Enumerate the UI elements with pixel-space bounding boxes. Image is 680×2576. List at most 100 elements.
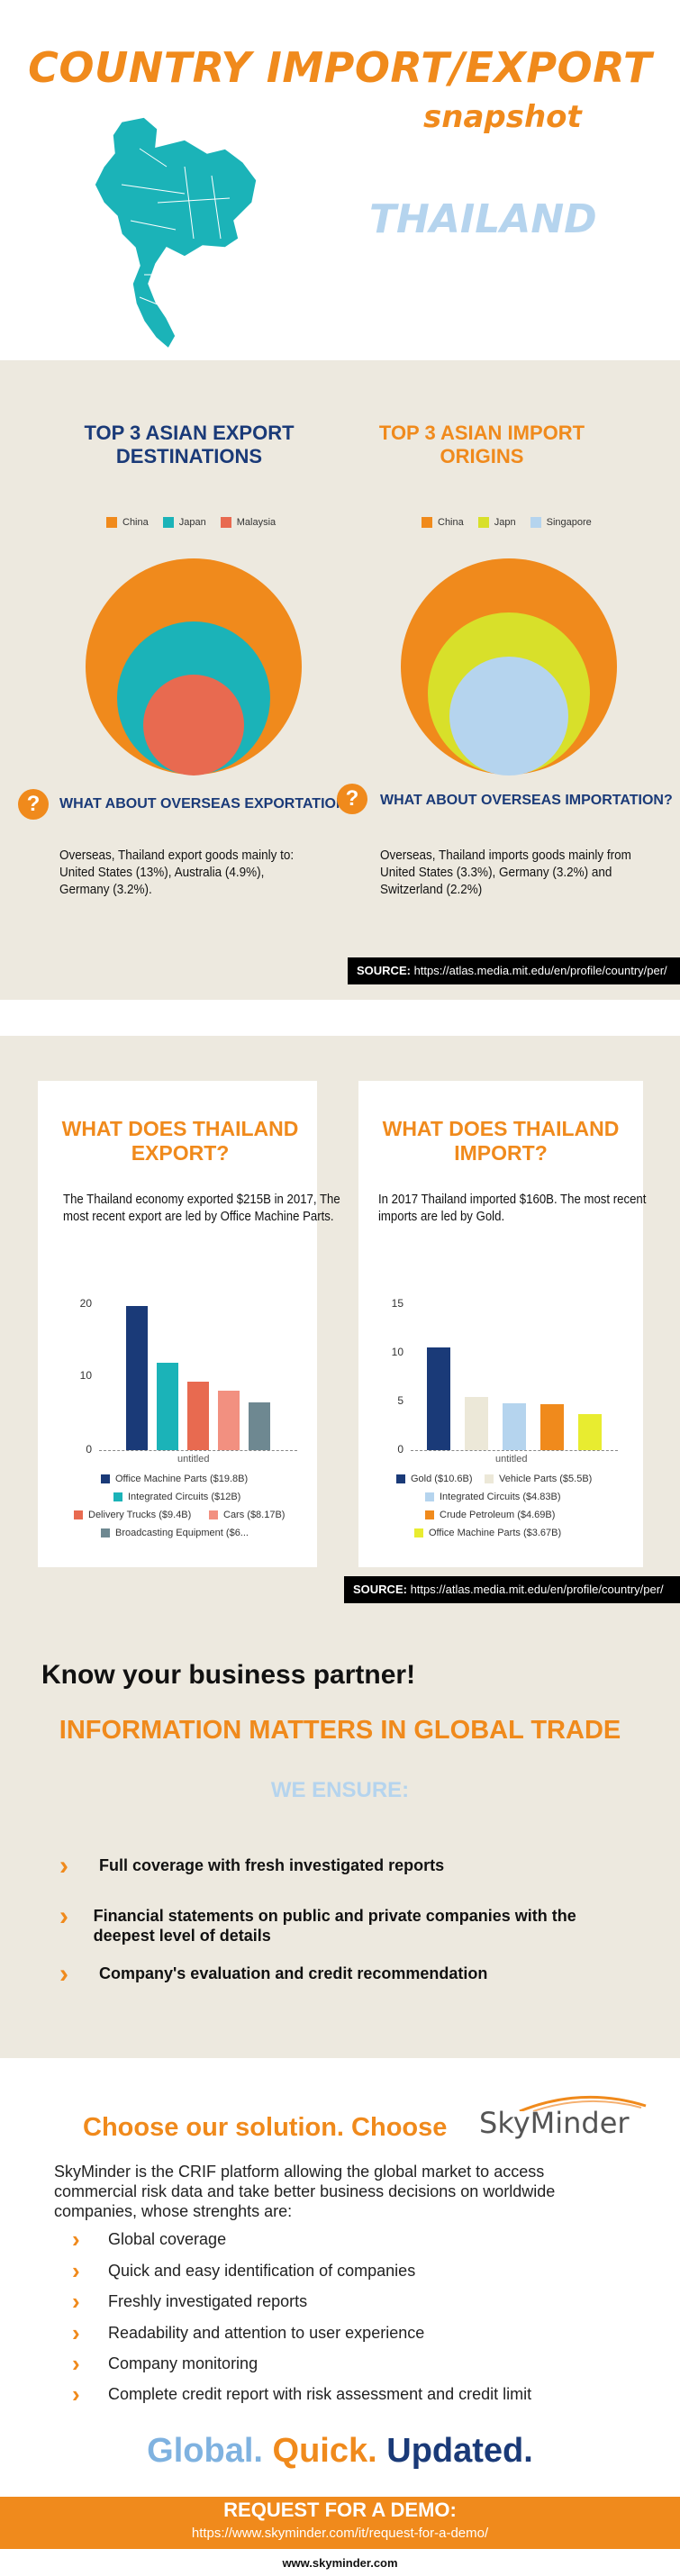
skyminder-logo: SkyMinder <box>479 2095 647 2140</box>
feature-item: › Global coverage <box>72 2226 227 2253</box>
legend-item: Japan <box>162 517 206 529</box>
chevron-right-icon: › <box>72 2288 80 2315</box>
export-question: WHAT ABOUT OVERSEAS EXPORTATION? <box>59 796 356 812</box>
feature-item: › Complete credit report with risk assess… <box>72 2381 532 2408</box>
chevron-right-icon: › <box>72 2319 80 2346</box>
y-tick: 10 <box>79 1369 92 1382</box>
feature-item: › Freshly investigated reports <box>72 2288 308 2315</box>
chevron-right-icon: › <box>59 1901 68 1931</box>
legend-item: Cars ($8.17B) <box>209 1510 285 1520</box>
x-axis <box>411 1450 618 1451</box>
bar <box>249 1401 270 1450</box>
country-name: THAILAND <box>369 196 597 242</box>
import-question: WHAT ABOUT OVERSEAS IMPORTATION? <box>380 793 673 808</box>
y-tick: 0 <box>86 1443 92 1456</box>
import-origins-title: TOP 3 ASIAN IMPORT ORIGINS <box>378 422 585 467</box>
import-card <box>358 1081 643 1567</box>
legend-item: China <box>106 517 149 529</box>
hero-section: COUNTRY IMPORT/EXPORT snapshot THAILAND <box>0 0 680 360</box>
legend-item: Japn <box>477 517 516 529</box>
export-card-title: WHAT DOES THAILAND EXPORT? <box>61 1117 299 1165</box>
y-tick: 0 <box>397 1443 403 1456</box>
ensure-item: › Financial statements on public and pri… <box>59 1901 576 1946</box>
bar <box>427 1347 450 1450</box>
feature-item: › Readability and attention to user exper… <box>72 2319 425 2346</box>
legend-item: Singapore <box>530 517 592 529</box>
export-card-text: The Thailand economy exported $215B in 2… <box>63 1192 340 1224</box>
legend-item: Gold ($10.6B) <box>396 1474 472 1484</box>
chevron-right-icon: › <box>72 2350 80 2377</box>
export-bar-chart: 20 10 0 untitled <box>65 1297 308 1465</box>
source-bar: SOURCE: https://atlas.media.mit.edu/en/p… <box>344 1576 680 1603</box>
circle-singapore <box>449 657 568 776</box>
x-axis <box>99 1450 297 1451</box>
bar <box>126 1305 148 1450</box>
import-legend: China Japn Singapore <box>422 517 592 529</box>
page-subtitle: snapshot <box>423 99 582 135</box>
demo-link[interactable]: https://www.skyminder.com/it/request-for… <box>191 2526 489 2541</box>
circle-malaysia <box>143 675 244 776</box>
partner-subheading: INFORMATION MATTERS IN GLOBAL TRADE <box>59 1716 621 1745</box>
question-icon: ? <box>337 784 367 814</box>
demo-banner[interactable] <box>0 2497 680 2549</box>
legend-item: Integrated Circuits ($12B) <box>113 1492 240 1502</box>
x-axis-label: untitled <box>495 1454 528 1465</box>
legend-item: Delivery Trucks ($9.4B) <box>74 1510 191 1520</box>
bar <box>578 1414 602 1450</box>
bar <box>465 1396 488 1450</box>
y-tick: 15 <box>391 1297 403 1310</box>
solution-heading: Choose our solution. Choose <box>83 2113 448 2142</box>
chevron-right-icon: › <box>59 1959 68 1989</box>
ensure-item: › Full coverage with fresh investigated … <box>59 1851 445 1881</box>
legend-item: Office Machine Parts ($19.8B) <box>101 1474 248 1484</box>
feature-item: › Quick and easy identification of compan… <box>72 2257 416 2284</box>
demo-title[interactable]: REQUEST FOR A DEMO: <box>223 2499 457 2521</box>
slogan: Global. Quick. Updated. <box>147 2432 533 2470</box>
we-ensure-heading: WE ENSURE: <box>270 1778 410 1802</box>
feature-item: › Company monitoring <box>72 2350 258 2377</box>
solution-text: SkyMinder is the CRIF platform allowing … <box>54 2163 556 2220</box>
section-gap <box>0 1000 680 1036</box>
ensure-item: › Company's evaluation and credit recomm… <box>59 1959 488 1989</box>
bar <box>218 1390 240 1450</box>
chevron-right-icon: › <box>72 2226 80 2253</box>
page-title: COUNTRY IMPORT/EXPORT <box>28 43 652 92</box>
legend-item: China <box>422 517 464 529</box>
x-axis-label: untitled <box>177 1454 210 1465</box>
chevron-right-icon: › <box>72 2381 80 2408</box>
thailand-map <box>94 116 258 350</box>
export-text: Overseas, Thailand export goods mainly t… <box>59 848 295 897</box>
import-card-title: WHAT DOES THAILAND IMPORT? <box>382 1117 620 1165</box>
chevron-right-icon: › <box>59 1851 68 1881</box>
legend-item: Broadcasting Equipment ($6... <box>101 1528 249 1538</box>
y-tick: 5 <box>397 1394 403 1407</box>
website-link[interactable]: www.skyminder.com <box>282 2556 398 2570</box>
y-tick: 10 <box>391 1346 403 1358</box>
question-icon: ? <box>18 789 49 820</box>
export-card <box>38 1081 317 1567</box>
source-link[interactable]: https://atlas.media.mit.edu/en/profile/c… <box>413 964 667 977</box>
bar <box>157 1362 178 1450</box>
source-bar: SOURCE: https://atlas.media.mit.edu/en/p… <box>348 957 680 984</box>
y-tick: 20 <box>79 1297 92 1310</box>
partner-heading: Know your business partner! <box>41 1660 416 1690</box>
bar <box>187 1381 209 1450</box>
export-legend: China Japan Malaysia <box>106 517 276 529</box>
bar <box>503 1402 526 1450</box>
export-destinations-title: TOP 3 ASIAN EXPORT DESTINATIONS <box>84 422 295 467</box>
legend-item: Office Machine Parts ($3.67B) <box>414 1528 561 1538</box>
bar <box>540 1404 564 1450</box>
legend-item: Integrated Circuits ($4.83B) <box>425 1492 561 1502</box>
import-text: Overseas, Thailand imports goods mainly … <box>380 848 631 897</box>
import-circles-chart <box>401 558 617 776</box>
legend-item: Vehicle Parts ($5.5B) <box>485 1474 592 1484</box>
legend-item: Malaysia <box>220 517 276 529</box>
source-link[interactable]: https://atlas.media.mit.edu/en/profile/c… <box>410 1583 664 1596</box>
chevron-right-icon: › <box>72 2257 80 2284</box>
export-circles-chart <box>86 558 302 776</box>
import-bar-chart: 15 10 5 0 untitled <box>380 1297 632 1465</box>
logo-arc-icon <box>519 2095 647 2111</box>
legend-item: Crude Petroleum ($4.69B) <box>425 1510 555 1520</box>
import-card-text: In 2017 Thailand imported $160B. The mos… <box>378 1192 647 1224</box>
solution-section <box>0 2058 680 2490</box>
